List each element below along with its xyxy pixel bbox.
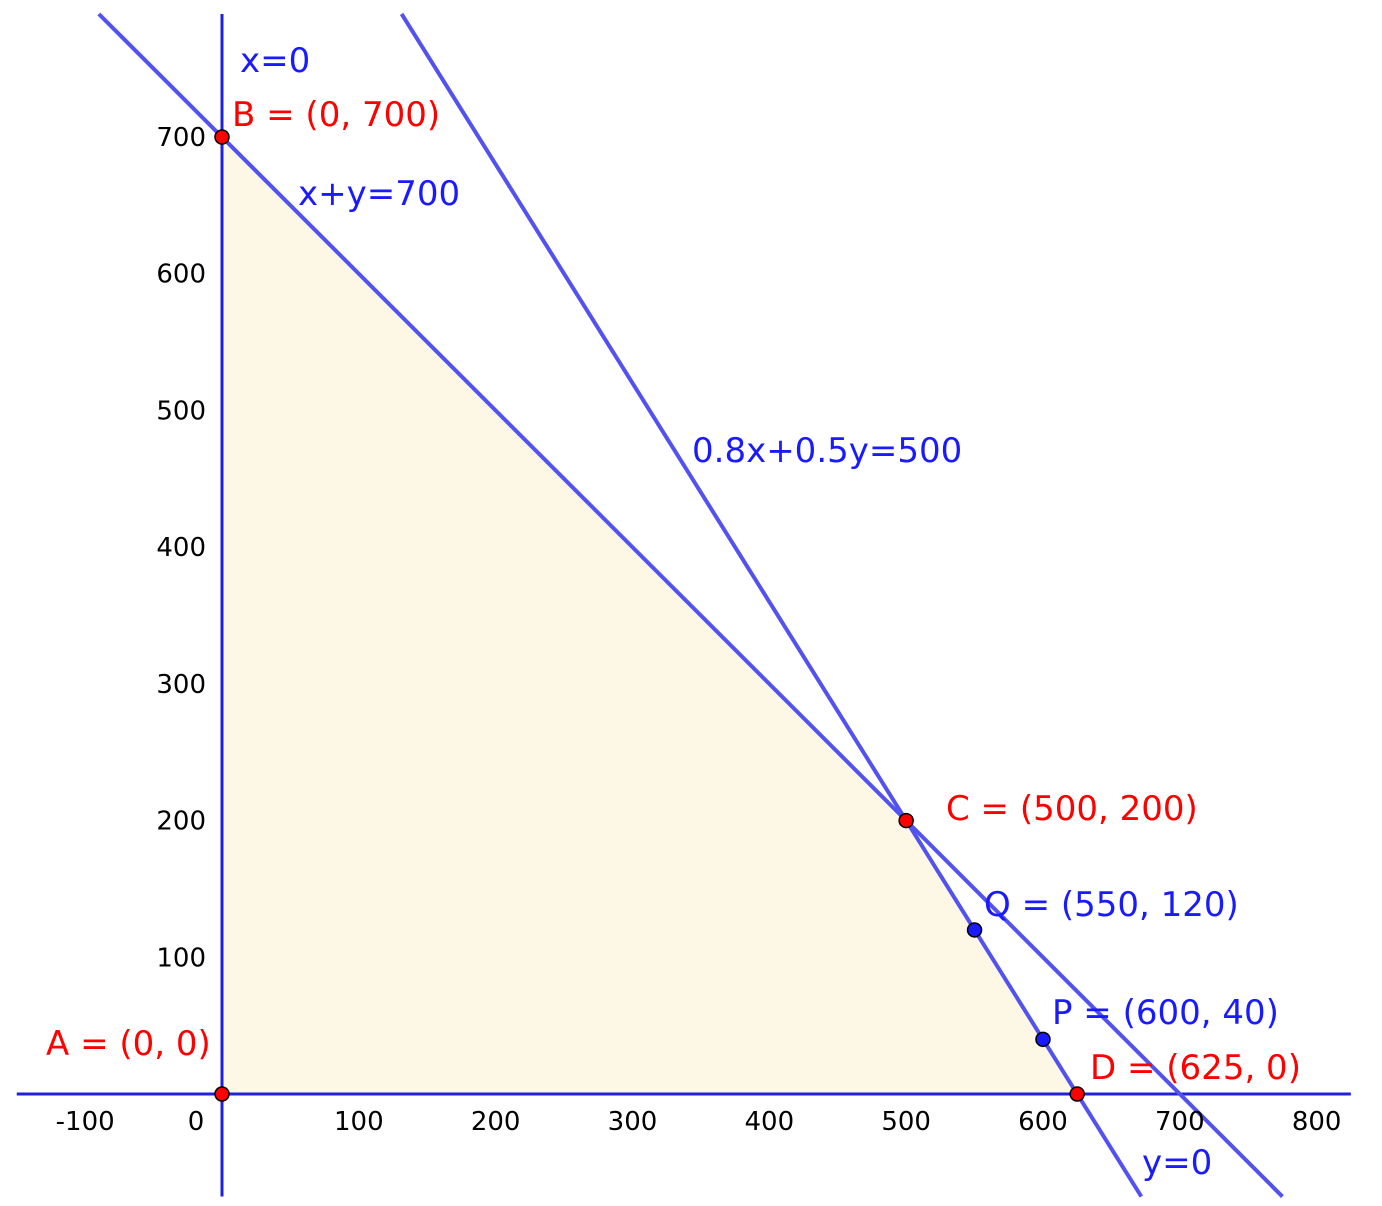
x-tick-label: 100 — [334, 1107, 384, 1137]
x-tick-labels: -100 0 100 200 300 400 500 600 700 800 — [56, 1107, 1342, 1137]
x-tick-label: 800 — [1292, 1107, 1342, 1137]
line-label-y0: y=0 — [1142, 1143, 1212, 1183]
x-tick-label: 300 — [608, 1107, 658, 1137]
point-marker-1 — [214, 129, 230, 145]
point-label-a: A = (0, 0) — [46, 1024, 211, 1064]
x-tick-label: 0 — [188, 1107, 205, 1137]
points — [214, 129, 1085, 1102]
y-tick-labels: 100 200 300 400 500 600 700 — [156, 123, 206, 973]
point-label-d: D = (625, 0) — [1090, 1048, 1301, 1088]
line-label-x0: x=0 — [240, 41, 310, 81]
point-label-c: C = (500, 200) — [946, 789, 1198, 829]
constraint-lines — [97, 12, 1284, 1198]
feasible-region — [222, 137, 1078, 1094]
y-tick-label: 300 — [156, 670, 206, 700]
point-label-b: B = (0, 700) — [232, 95, 440, 135]
x-tick-label: 500 — [881, 1107, 931, 1137]
x-tick-label: 200 — [471, 1107, 521, 1137]
y-tick-label: 600 — [156, 260, 206, 290]
y-tick-label: 500 — [156, 396, 206, 426]
point-marker-3 — [1069, 1086, 1085, 1102]
x-tick-label: 600 — [1018, 1107, 1068, 1137]
line-label-x-plus-y: x+y=700 — [298, 174, 460, 214]
point-label-p: P = (600, 40) — [1052, 993, 1279, 1033]
point-labels: A = (0, 0) B = (0, 700) C = (500, 200) D… — [46, 95, 1301, 1088]
y-tick-label: 700 — [156, 123, 206, 153]
point-marker-0 — [214, 1086, 230, 1102]
constraint-line-0 — [97, 12, 1284, 1198]
line-labels: x=0 x+y=700 0.8x+0.5y=500 y=0 — [240, 41, 1212, 1183]
x-tick-label: 700 — [1155, 1107, 1205, 1137]
line-label-budget: 0.8x+0.5y=500 — [692, 431, 962, 471]
y-tick-label: 100 — [156, 943, 206, 973]
y-tick-label: 400 — [156, 533, 206, 563]
point-marker-5 — [1035, 1031, 1051, 1048]
point-marker-2 — [898, 812, 914, 829]
x-tick-label: -100 — [56, 1107, 115, 1137]
y-tick-label: 200 — [156, 807, 206, 837]
point-label-q: Q = (550, 120) — [984, 885, 1239, 925]
constraint-line-1 — [399, 12, 1144, 1198]
point-marker-4 — [966, 922, 983, 938]
x-tick-label: 400 — [744, 1107, 794, 1137]
